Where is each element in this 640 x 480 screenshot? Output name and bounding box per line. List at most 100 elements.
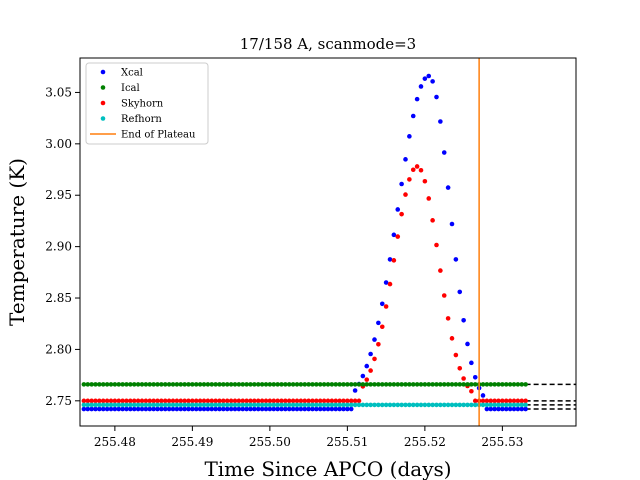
data-point	[403, 382, 408, 387]
data-point	[116, 398, 122, 404]
legend-marker	[100, 100, 106, 106]
data-point	[314, 398, 319, 404]
series-ical	[81, 382, 528, 387]
data-point	[186, 382, 191, 387]
data-point	[441, 382, 447, 387]
data-point	[410, 167, 416, 173]
data-point	[356, 398, 362, 404]
data-point	[135, 406, 141, 412]
data-point	[166, 402, 172, 408]
y-axis-label: Temperature (K)	[5, 158, 29, 326]
data-point	[271, 382, 277, 387]
data-point	[387, 257, 393, 262]
data-point	[426, 382, 432, 387]
x-tick-label: 255.49	[171, 435, 213, 449]
data-point	[259, 382, 265, 387]
data-point	[414, 164, 420, 169]
data-point	[97, 398, 102, 404]
data-point	[430, 402, 435, 408]
data-point	[500, 406, 505, 412]
data-point	[108, 398, 114, 404]
data-point	[97, 406, 102, 412]
data-point	[503, 406, 509, 412]
data-point	[395, 382, 401, 387]
data-point	[341, 398, 346, 404]
data-point	[174, 406, 180, 412]
y-tick-label: 2.85	[45, 291, 72, 305]
data-point	[507, 382, 513, 387]
data-point	[523, 406, 528, 412]
data-point	[337, 382, 342, 387]
data-point	[131, 402, 137, 408]
data-point	[503, 398, 509, 404]
data-point	[480, 393, 486, 398]
data-point	[383, 280, 389, 285]
data-point	[240, 406, 246, 412]
data-point	[399, 211, 404, 217]
data-point	[244, 406, 249, 412]
data-point	[333, 406, 339, 412]
data-point	[298, 382, 304, 387]
data-point	[457, 289, 463, 295]
data-point	[445, 402, 451, 408]
data-point	[352, 398, 358, 404]
data-point	[128, 406, 133, 412]
data-point	[93, 406, 98, 412]
data-point	[480, 402, 486, 408]
data-point	[205, 406, 211, 412]
data-point	[100, 402, 106, 408]
data-point	[81, 406, 87, 412]
data-point	[523, 382, 528, 387]
data-point	[221, 402, 226, 408]
data-point	[294, 382, 300, 387]
data-point	[159, 402, 164, 408]
data-point	[162, 382, 168, 387]
data-point	[116, 406, 122, 412]
data-point	[283, 398, 288, 404]
data-point	[170, 402, 176, 408]
data-point	[244, 402, 249, 408]
data-point	[414, 402, 420, 408]
data-point	[255, 402, 261, 408]
data-point	[488, 398, 494, 404]
data-point	[97, 402, 102, 408]
data-point	[488, 402, 494, 408]
series-refhorn	[81, 402, 528, 408]
data-point	[190, 406, 195, 412]
data-point	[519, 402, 525, 408]
data-point	[372, 402, 377, 408]
data-point	[395, 207, 401, 212]
data-point	[383, 402, 389, 408]
data-point	[213, 398, 218, 404]
data-point	[279, 398, 284, 404]
data-point	[391, 382, 397, 387]
data-point	[403, 192, 408, 197]
data-point	[155, 402, 160, 408]
data-point	[441, 150, 447, 155]
data-point	[407, 177, 412, 182]
data-point	[128, 402, 133, 408]
data-point	[461, 317, 466, 323]
data-point	[461, 382, 466, 387]
data-point	[310, 382, 315, 387]
data-point	[174, 382, 180, 387]
data-point	[472, 402, 478, 408]
data-point	[190, 402, 195, 408]
data-point	[209, 398, 215, 404]
data-point	[228, 406, 234, 412]
data-point	[221, 406, 226, 412]
data-point	[302, 402, 308, 408]
data-point	[147, 382, 153, 387]
data-point	[457, 382, 463, 387]
data-point	[317, 382, 323, 387]
data-point	[104, 398, 110, 404]
data-point	[383, 382, 389, 387]
data-point	[97, 382, 102, 387]
data-point	[426, 196, 432, 201]
data-point	[341, 406, 346, 412]
data-point	[135, 398, 141, 404]
data-point	[236, 402, 242, 408]
data-point	[197, 402, 203, 408]
data-point	[104, 382, 110, 387]
data-point	[372, 356, 377, 362]
